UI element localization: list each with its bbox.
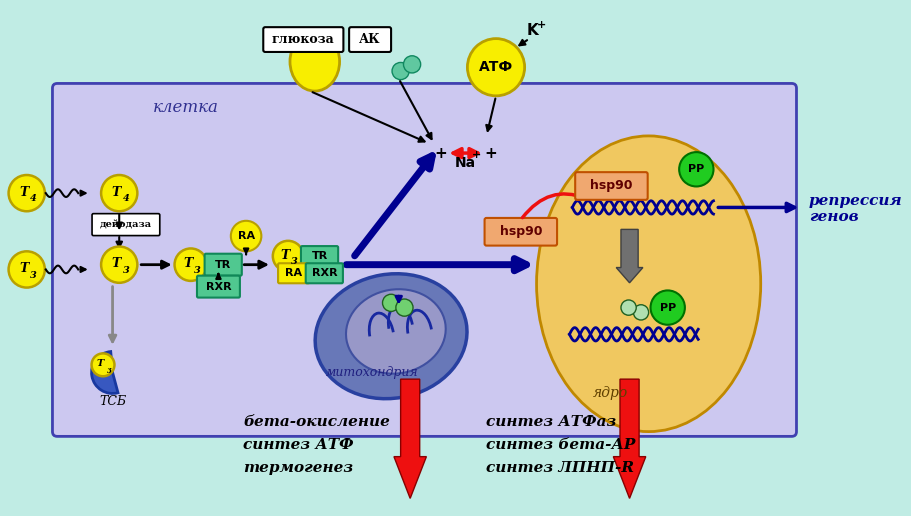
Circle shape bbox=[91, 353, 115, 376]
Ellipse shape bbox=[315, 273, 466, 399]
Text: +: + bbox=[472, 150, 481, 160]
FancyBboxPatch shape bbox=[301, 246, 338, 266]
Text: T: T bbox=[183, 257, 192, 270]
Ellipse shape bbox=[345, 289, 445, 374]
Text: RA: RA bbox=[237, 231, 254, 241]
FancyBboxPatch shape bbox=[575, 172, 647, 200]
FancyBboxPatch shape bbox=[484, 218, 557, 246]
Ellipse shape bbox=[536, 136, 760, 431]
Circle shape bbox=[101, 175, 138, 211]
Text: 3: 3 bbox=[194, 266, 200, 275]
Circle shape bbox=[395, 299, 413, 316]
Text: TR: TR bbox=[311, 251, 327, 261]
FancyBboxPatch shape bbox=[263, 27, 343, 52]
Text: 3: 3 bbox=[107, 366, 112, 375]
Circle shape bbox=[382, 294, 399, 312]
Text: PP: PP bbox=[688, 164, 703, 174]
Text: 4: 4 bbox=[122, 195, 129, 203]
Circle shape bbox=[632, 305, 648, 320]
FancyArrow shape bbox=[394, 379, 426, 498]
FancyArrow shape bbox=[616, 230, 642, 283]
Text: PP: PP bbox=[659, 302, 675, 313]
Text: синтез бета-АР: синтез бета-АР bbox=[486, 438, 635, 452]
FancyBboxPatch shape bbox=[92, 214, 159, 236]
Text: синтез АТФ: синтез АТФ bbox=[243, 438, 353, 452]
Circle shape bbox=[650, 291, 684, 325]
Text: 3: 3 bbox=[30, 271, 36, 280]
FancyBboxPatch shape bbox=[349, 27, 391, 52]
Text: 3: 3 bbox=[291, 257, 298, 266]
FancyBboxPatch shape bbox=[204, 254, 241, 276]
Text: синтез ЛПНП-R: синтез ЛПНП-R bbox=[486, 461, 634, 475]
Circle shape bbox=[101, 247, 138, 283]
Text: бета-окисление: бета-окисление bbox=[243, 415, 390, 429]
Text: АТФ: АТФ bbox=[478, 60, 513, 74]
Circle shape bbox=[174, 249, 207, 281]
Text: 3: 3 bbox=[122, 266, 129, 275]
Text: T: T bbox=[19, 262, 28, 275]
FancyBboxPatch shape bbox=[278, 263, 309, 283]
Circle shape bbox=[679, 152, 712, 186]
Wedge shape bbox=[91, 351, 118, 394]
Circle shape bbox=[620, 300, 636, 315]
Text: T: T bbox=[19, 186, 28, 199]
Text: Na: Na bbox=[455, 156, 476, 170]
Text: T: T bbox=[112, 186, 121, 199]
Text: RXR: RXR bbox=[312, 268, 337, 278]
FancyBboxPatch shape bbox=[305, 263, 343, 283]
Text: синтез АТФаз: синтез АТФаз bbox=[486, 415, 616, 429]
Circle shape bbox=[272, 241, 303, 271]
Text: 4: 4 bbox=[30, 195, 36, 203]
Text: hsp90: hsp90 bbox=[589, 179, 632, 192]
Text: репрессия: репрессия bbox=[808, 194, 902, 208]
Text: ТСБ: ТСБ bbox=[99, 395, 126, 408]
Ellipse shape bbox=[290, 32, 339, 91]
Text: +: + bbox=[484, 146, 496, 160]
Text: генов: генов bbox=[808, 210, 857, 224]
Circle shape bbox=[392, 62, 409, 79]
Text: K: K bbox=[526, 23, 537, 39]
Circle shape bbox=[230, 221, 261, 251]
Text: T: T bbox=[281, 249, 290, 262]
Text: ядро: ядро bbox=[592, 386, 628, 400]
Circle shape bbox=[8, 251, 45, 287]
Text: дейодаза: дейодаза bbox=[99, 220, 152, 229]
Text: митохондрия: митохондрия bbox=[325, 366, 418, 379]
Text: TR: TR bbox=[215, 260, 231, 270]
Circle shape bbox=[8, 175, 45, 211]
Circle shape bbox=[466, 39, 524, 96]
Text: +: + bbox=[537, 20, 546, 30]
FancyBboxPatch shape bbox=[53, 84, 795, 437]
Text: RXR: RXR bbox=[205, 282, 231, 292]
Text: АК: АК bbox=[359, 33, 381, 46]
FancyArrow shape bbox=[613, 379, 645, 498]
Text: T: T bbox=[97, 359, 104, 368]
Circle shape bbox=[403, 56, 420, 73]
FancyBboxPatch shape bbox=[197, 276, 240, 298]
Text: +: + bbox=[434, 146, 446, 160]
Text: hsp90: hsp90 bbox=[499, 225, 541, 238]
Text: глюкоза: глюкоза bbox=[271, 33, 334, 46]
Text: T: T bbox=[112, 257, 121, 270]
Text: клетка: клетка bbox=[153, 99, 219, 116]
Text: RA: RA bbox=[285, 268, 302, 278]
Text: термогенез: термогенез bbox=[243, 461, 353, 475]
